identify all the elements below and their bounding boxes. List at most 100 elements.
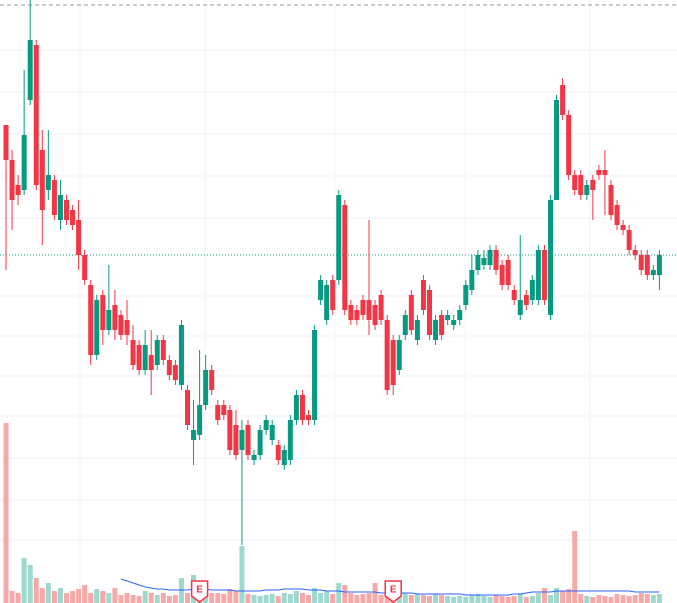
volume-bar <box>51 591 57 603</box>
volume-bar <box>9 591 15 603</box>
volume-bar <box>88 593 94 603</box>
candle-body <box>414 320 420 340</box>
event-marker: E <box>190 580 209 603</box>
candle-body <box>51 180 57 215</box>
candle-body <box>427 290 432 335</box>
volume-bar <box>330 594 336 603</box>
volume-bar <box>584 596 590 603</box>
candle-body <box>360 300 366 315</box>
candle-body <box>318 280 324 300</box>
volume-bar <box>451 597 457 603</box>
volume-bar <box>94 589 100 603</box>
candle-body <box>656 255 662 275</box>
candle-body <box>493 250 499 270</box>
event-badge <box>190 580 209 603</box>
volume-bar <box>112 588 118 603</box>
volume-bar <box>318 593 324 603</box>
candle-body <box>366 300 372 320</box>
candle-body <box>469 270 475 290</box>
candle-body <box>293 395 299 420</box>
candle-body <box>245 425 251 455</box>
volume-bar <box>70 591 76 603</box>
volume-bar <box>620 595 626 603</box>
volume-bar <box>263 595 269 603</box>
candle-body <box>39 150 45 210</box>
volume-bar <box>348 593 354 603</box>
volume-bar <box>76 589 82 603</box>
volume-bar <box>614 594 620 603</box>
volume-bar <box>172 595 178 603</box>
candle-body <box>275 445 281 460</box>
volume-bar <box>15 593 21 603</box>
volume-bar <box>33 578 39 603</box>
candle-body <box>535 250 541 300</box>
candle-body <box>227 410 233 450</box>
volume-bar <box>366 593 372 603</box>
volume-bar <box>626 596 632 603</box>
candle-body <box>324 285 330 320</box>
volume-bar <box>57 588 63 603</box>
candle-body <box>566 115 572 175</box>
volume-bar <box>493 595 499 603</box>
volume-bar <box>336 583 342 603</box>
candle-body <box>45 175 51 190</box>
candle-body <box>257 430 263 455</box>
volume-bar <box>160 593 166 603</box>
candle-body <box>185 390 190 425</box>
volume-bar <box>185 593 190 603</box>
volume-bar <box>360 594 366 603</box>
volume-bar <box>227 589 233 603</box>
volume-bar <box>644 594 650 603</box>
volume-bar <box>487 597 493 603</box>
volume-bar <box>529 596 535 603</box>
candle-body <box>330 280 336 310</box>
candle-body <box>70 210 76 225</box>
volume-bar <box>215 593 221 603</box>
volume-bar <box>414 594 420 603</box>
candle-body <box>33 45 39 185</box>
volume-bar <box>312 588 318 603</box>
candle-body <box>251 455 257 460</box>
volume-bar <box>535 593 541 603</box>
candle-body <box>64 200 69 220</box>
volume-bar <box>239 546 245 603</box>
candle-body <box>554 100 560 200</box>
candle-body <box>463 285 469 305</box>
candle-body <box>100 295 106 330</box>
volume-bar <box>257 596 263 603</box>
volume-bar <box>269 594 275 603</box>
candle-body <box>197 405 203 435</box>
volume-bar <box>124 593 130 603</box>
candle-body <box>644 255 650 275</box>
volume-bar <box>148 593 154 603</box>
volume-bar <box>505 597 511 603</box>
volume-bar <box>523 597 529 603</box>
candle-body <box>191 430 197 440</box>
volume-bar <box>560 591 566 603</box>
candle-body <box>57 195 63 220</box>
candle-body <box>384 320 390 390</box>
candle-body <box>614 205 620 225</box>
candle-body <box>76 220 82 255</box>
candle-body <box>94 300 100 355</box>
volume-bar <box>445 596 451 603</box>
candle-body <box>390 340 396 385</box>
volume-bar <box>209 593 215 603</box>
candle-body <box>160 340 166 360</box>
volume-bar <box>481 596 487 603</box>
volume-bar <box>566 589 572 603</box>
candle-body <box>148 355 154 370</box>
volume-bar <box>578 594 584 603</box>
volume-bar <box>287 594 293 603</box>
volume-bar <box>572 531 578 603</box>
candle-body <box>487 250 493 265</box>
candle-body <box>281 450 287 465</box>
volume-bar <box>275 596 281 603</box>
candle-body <box>154 340 160 365</box>
volume-bar <box>632 595 638 603</box>
candle-body <box>620 225 626 230</box>
